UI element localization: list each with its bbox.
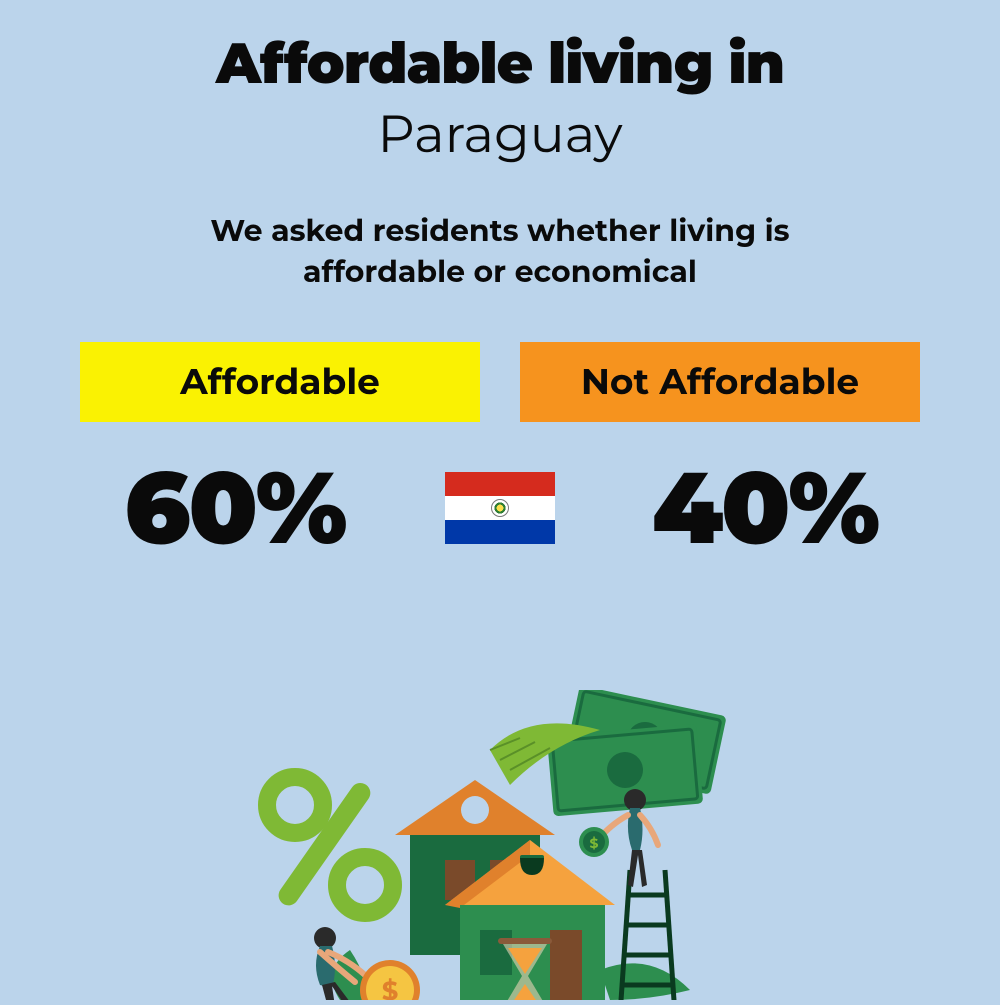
flag-emblem-icon (491, 499, 509, 517)
labels-row: Affordable Not Affordable (0, 342, 1000, 422)
percent-sign-icon (267, 777, 393, 913)
not-affordable-label: Not Affordable (520, 342, 920, 422)
subtitle-text: We asked residents whether living isaffo… (0, 211, 1000, 292)
coin-icon: $ (360, 960, 420, 1000)
not-affordable-percent: 40% (585, 447, 945, 569)
flag-stripe-red (445, 472, 555, 496)
svg-text:$: $ (382, 975, 399, 1000)
affordable-label-text: Affordable (180, 360, 380, 404)
title-line1: Affordable living in (0, 30, 1000, 98)
housing-illustration: $ $ (220, 690, 780, 1000)
svg-text:$: $ (590, 834, 599, 852)
flag-stripe-blue (445, 520, 555, 544)
not-affordable-label-text: Not Affordable (581, 360, 859, 404)
affordable-label: Affordable (80, 342, 480, 422)
affordable-percent: 60% (55, 447, 415, 569)
flag-stripe-white (445, 496, 555, 520)
title-line2: Paraguay (0, 103, 1000, 166)
paraguay-flag-icon (445, 472, 555, 544)
stats-row: 60% 40% (0, 447, 1000, 569)
title-block: Affordable living in Paraguay (0, 0, 1000, 166)
